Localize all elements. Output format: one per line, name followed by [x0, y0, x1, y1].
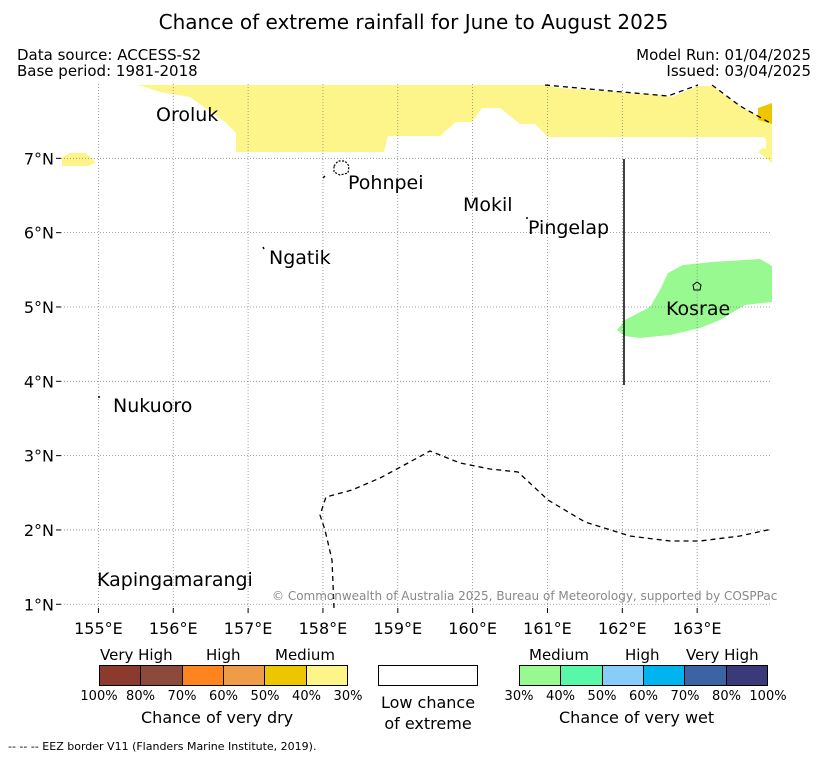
- low-chance-swatch: [378, 665, 478, 686]
- lat-tick-label: 5°N: [24, 298, 54, 317]
- dry-pcts-label: 100%: [80, 689, 118, 704]
- wet-pcts-label: 30%: [504, 689, 534, 704]
- lat-tick-label: 2°N: [24, 521, 54, 540]
- wet-medium-region: [617, 259, 772, 338]
- wet-bar-swatch: [601, 666, 643, 685]
- dry-bar-swatch: [140, 666, 182, 685]
- dry-medium-region: [138, 85, 772, 163]
- copyright-note: © Commonwealth of Australia 2025, Bureau…: [272, 589, 778, 603]
- issued-date: Issued: 03/04/2025: [666, 62, 811, 80]
- dry-bar-swatch: [181, 666, 223, 685]
- wet-pcts-label: 40%: [546, 689, 575, 704]
- place-kosrae: Kosrae: [666, 298, 731, 320]
- lat-tick-label: 7°N: [24, 149, 54, 168]
- place-kapingamarangi: Kapingamarangi: [97, 569, 253, 591]
- wet-pcts-label: 100%: [749, 689, 787, 704]
- lon-tick-label: 161°E: [523, 619, 572, 638]
- dry-bar-swatch: [305, 666, 347, 685]
- eez-border-note: -- -- -- EEZ border V11 (Flanders Marine…: [8, 740, 317, 753]
- dry-bar-swatch: [264, 666, 306, 685]
- wet-cat-high: High: [625, 646, 660, 664]
- wet-cat-medium: Medium: [529, 646, 589, 664]
- dry-high-region: [758, 103, 772, 124]
- dry-legend-title: Chance of very dry: [141, 708, 294, 727]
- wet-bar-swatch: [725, 666, 767, 685]
- wet-cat-very-high: Very High: [686, 646, 759, 664]
- dry-cat-medium: Medium: [275, 646, 335, 664]
- wet-bar-swatch: [560, 666, 602, 685]
- wet-bar-swatch: [520, 666, 561, 685]
- lat-tick-label: 6°N: [24, 224, 54, 243]
- islet-marker: [322, 175, 326, 179]
- place-mokil: Mokil: [463, 194, 513, 216]
- kosrae-island: [692, 281, 702, 291]
- latitude-labels: 7°N 6°N 5°N 4°N 3°N 2°N 1°N: [24, 149, 54, 614]
- lon-tick-label: 157°E: [224, 619, 273, 638]
- eez-border-lines: [319, 84, 773, 609]
- dry-bar-swatch: [100, 666, 141, 685]
- dry-bar-swatch: [222, 666, 265, 685]
- wet-pcts-label: 50%: [587, 689, 617, 704]
- dry-pcts-label: 50%: [250, 689, 280, 704]
- wet-pcts-label: 60%: [629, 689, 658, 704]
- model-run: Model Run: 01/04/2025: [636, 46, 811, 64]
- lon-tick-label: 156°E: [149, 619, 198, 638]
- base-period: Base period: 1981-2018: [17, 62, 198, 80]
- wet-pcts-label: 70%: [670, 689, 700, 704]
- lon-tick-label: 159°E: [373, 619, 422, 638]
- dry-cat-high: High: [206, 646, 241, 664]
- wet-bar-swatch: [684, 666, 726, 685]
- place-ngatik: Ngatik: [269, 247, 331, 269]
- dry-pcts-label: 80%: [126, 689, 155, 704]
- lon-tick-label: 158°E: [299, 619, 348, 638]
- place-nukuoro: Nukuoro: [113, 395, 193, 417]
- lat-tick-label: 4°N: [24, 372, 54, 391]
- dry-cat-very-high: Very High: [100, 646, 173, 664]
- wet-legend-title: Chance of very wet: [559, 708, 715, 727]
- longitude-labels: 155°E 156°E 157°E 158°E 159°E 160°E 161°E 162°E…: [74, 619, 721, 638]
- dry-medium-edge: [758, 126, 772, 163]
- lat-tick-label: 3°N: [24, 447, 54, 466]
- wet-bar-swatch: [642, 666, 685, 685]
- place-pohnpei: Pohnpei: [348, 172, 424, 194]
- lon-tick-label: 155°E: [74, 619, 123, 638]
- ngatik-marker: [262, 246, 265, 250]
- dry-medium-patch: [62, 153, 96, 166]
- place-oroluk: Oroluk: [156, 104, 219, 126]
- dry-bar-frame: [99, 665, 348, 686]
- lon-tick-label: 162°E: [598, 619, 647, 638]
- pohnpei-island: [333, 160, 350, 176]
- place-pingelap: Pingelap: [528, 217, 610, 239]
- wet-pcts-label: 80%: [712, 689, 741, 704]
- lon-tick-label: 160°E: [448, 619, 497, 638]
- dry-pcts-label: 40%: [292, 689, 321, 704]
- dry-pcts-label: 30%: [333, 689, 363, 704]
- map-grid: [61, 84, 772, 608]
- dry-pcts-label: 60%: [209, 689, 238, 704]
- lat-tick-label: 1°N: [24, 595, 54, 614]
- dry-pcts-label: 70%: [167, 689, 197, 704]
- data-source: Data source: ACCESS-S2: [17, 46, 202, 64]
- axis-ticks: [56, 157, 698, 613]
- low-chance-line1: Low chance: [380, 693, 476, 712]
- low-chance-line2: of extreme: [384, 714, 472, 733]
- lon-tick-label: 163°E: [673, 619, 722, 638]
- wet-bar-frame: [519, 665, 768, 686]
- map-title: Chance of extreme rainfall for June to A…: [158, 10, 669, 34]
